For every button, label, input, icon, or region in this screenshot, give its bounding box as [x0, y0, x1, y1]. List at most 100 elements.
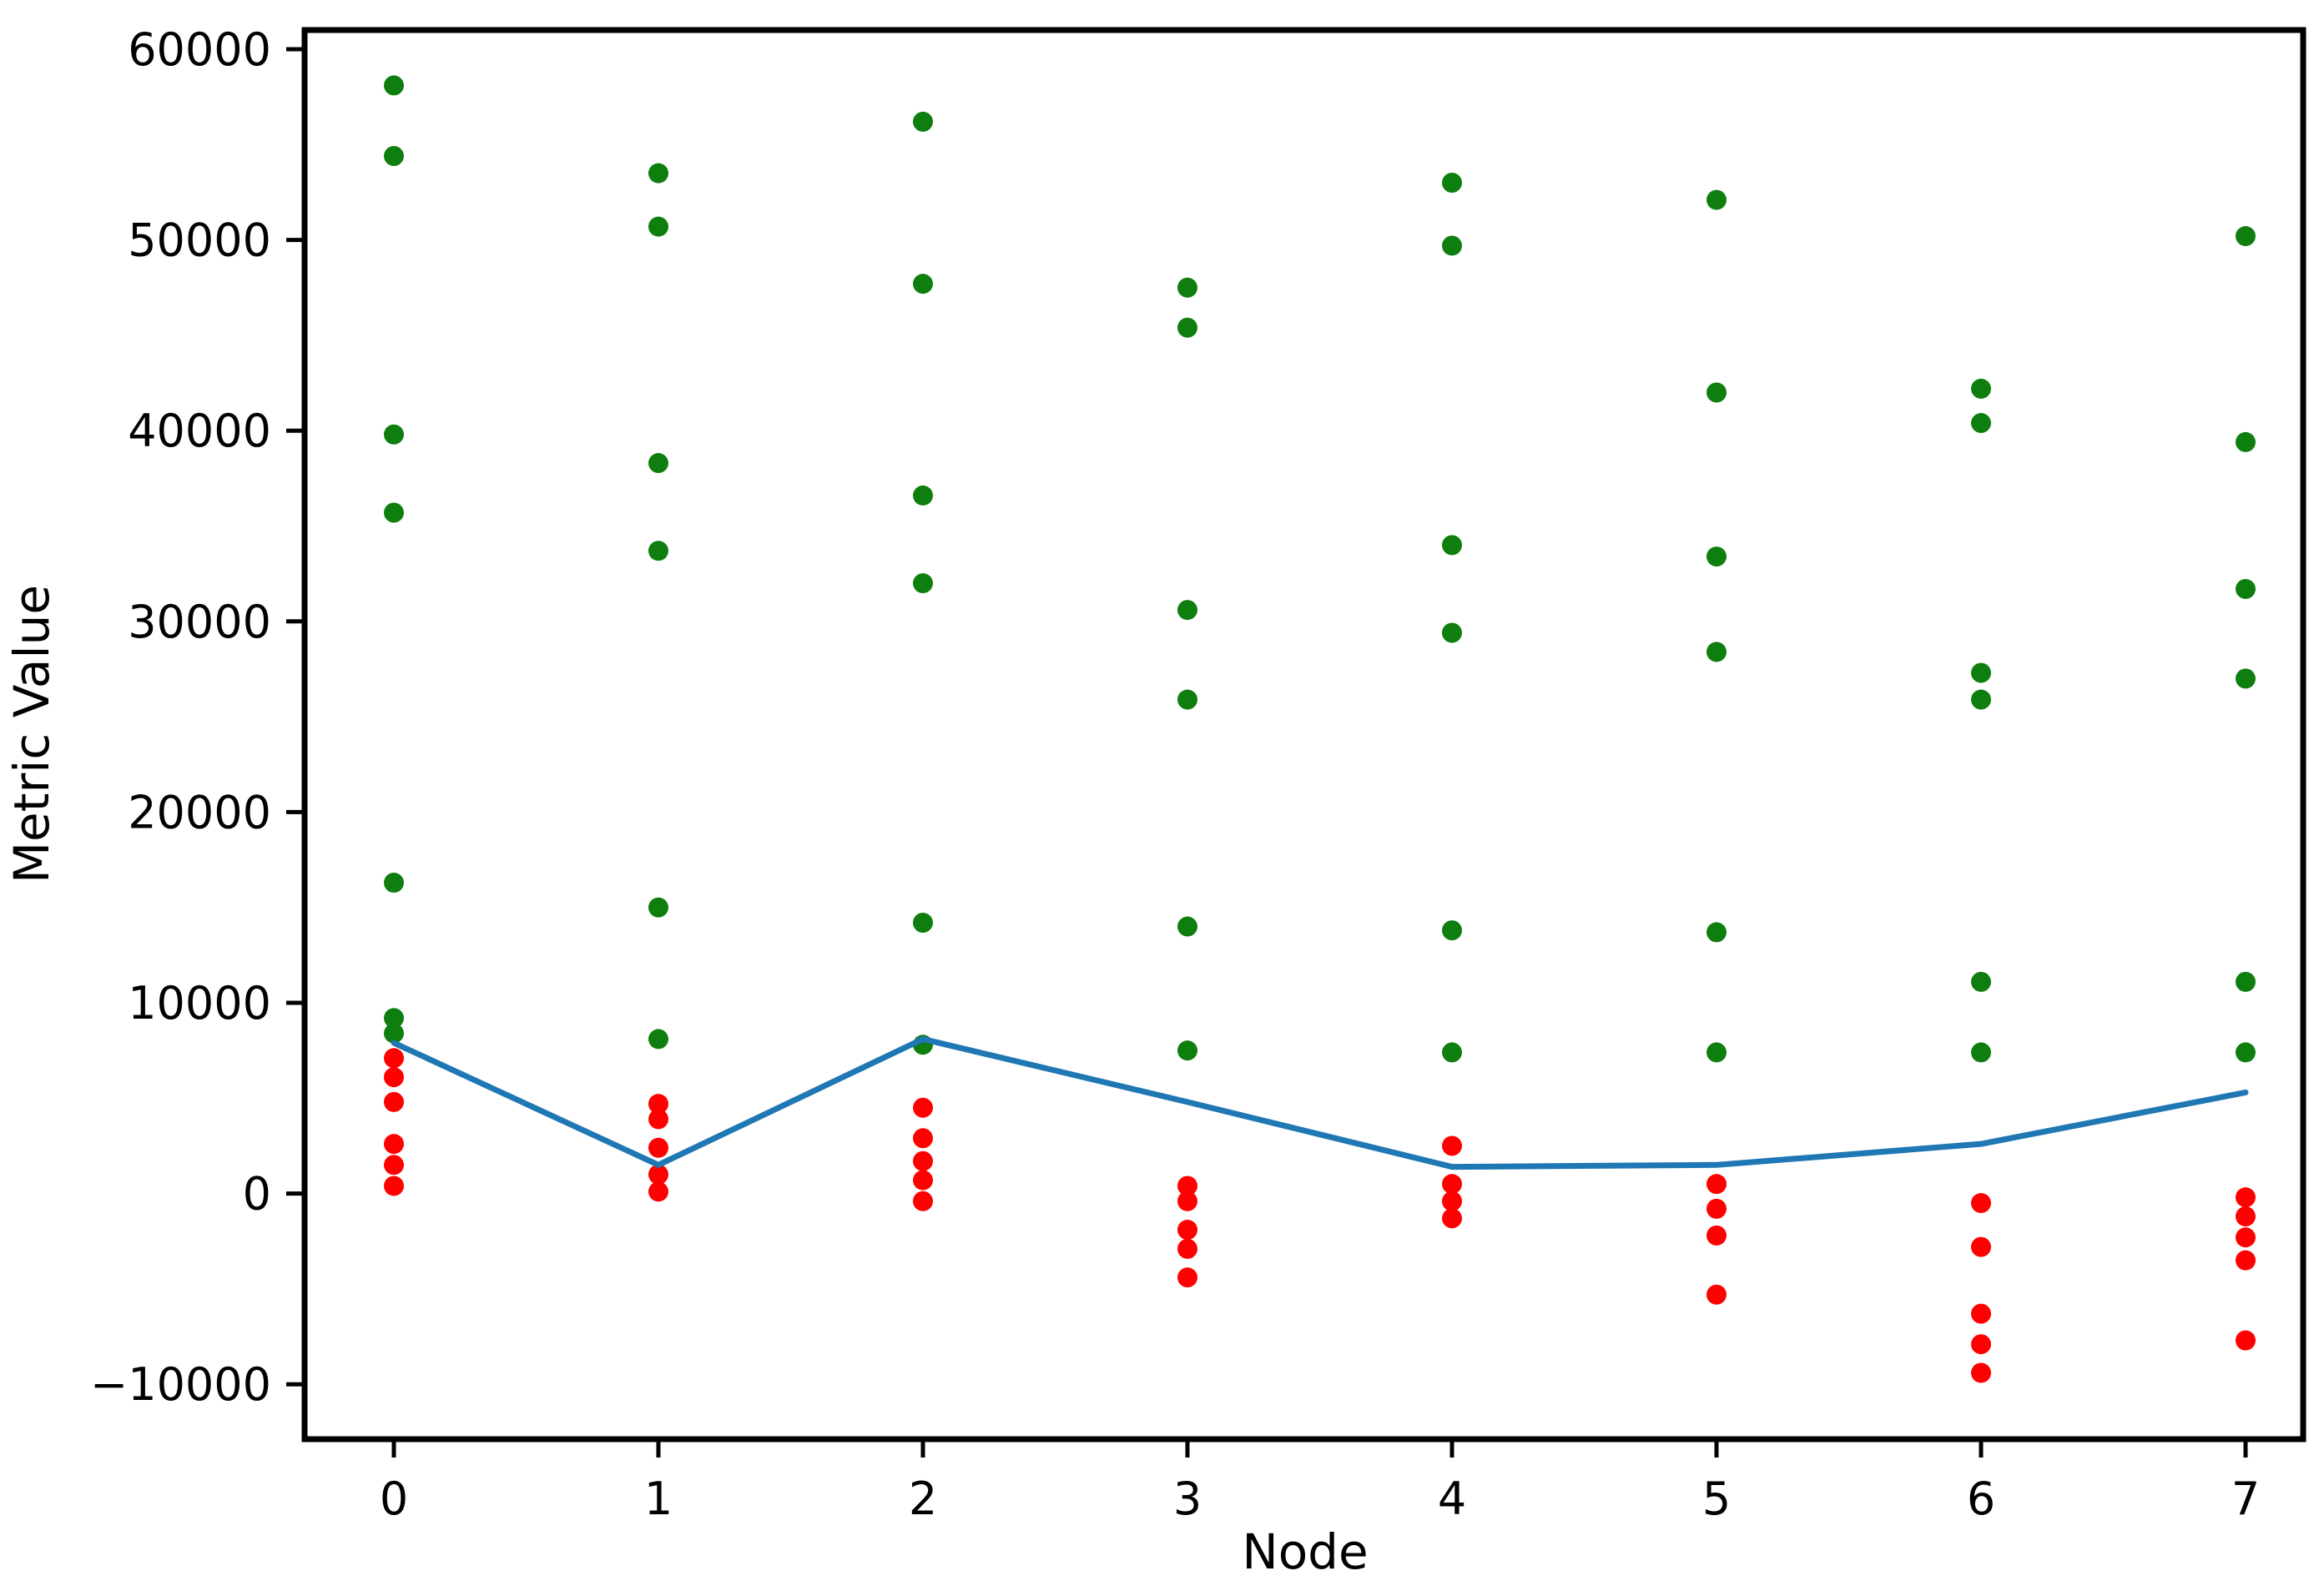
green-data-point [2236, 226, 2256, 247]
red-data-point [913, 1128, 933, 1149]
green-data-point [384, 1008, 404, 1029]
green-data-point [1442, 235, 1462, 256]
red-data-point [1971, 1362, 1991, 1383]
green-data-point [2236, 431, 2256, 452]
y-tick-label: −10000 [90, 1358, 271, 1411]
red-data-point [913, 1170, 933, 1191]
red-data-point [913, 1150, 933, 1171]
red-data-point [648, 1181, 668, 1202]
red-data-point [1706, 1225, 1727, 1246]
green-data-point [648, 541, 668, 561]
y-tick-label: 60000 [128, 23, 271, 76]
green-data-point [1971, 971, 1991, 992]
red-data-point [648, 1137, 668, 1158]
red-data-point [1971, 1334, 1991, 1355]
green-data-point [648, 216, 668, 237]
x-tick-label: 4 [1438, 1473, 1466, 1525]
green-data-point [1706, 546, 1727, 567]
green-data-point [1971, 413, 1991, 434]
green-data-point [384, 75, 404, 96]
red-data-point [1971, 1193, 1991, 1214]
green-data-point [1706, 922, 1727, 943]
red-data-point [1706, 1174, 1727, 1195]
green-data-point [2236, 578, 2256, 599]
green-data-point [1177, 689, 1197, 710]
red-data-point [1177, 1220, 1197, 1241]
red-data-point [2236, 1330, 2256, 1351]
green-data-point [1971, 689, 1991, 710]
green-data-point [1442, 1042, 1462, 1063]
red-data-point [384, 1048, 404, 1069]
red-data-point [1971, 1236, 1991, 1257]
green-data-point [1442, 535, 1462, 556]
green-data-point [648, 453, 668, 474]
green-data-point [913, 274, 933, 295]
green-data-point [913, 573, 933, 594]
green-data-point [1177, 317, 1197, 338]
green-data-point [1706, 642, 1727, 662]
green-data-point [1177, 277, 1197, 298]
red-data-point [384, 1155, 404, 1176]
green-data-point [1706, 189, 1727, 210]
green-data-point [1177, 1040, 1197, 1061]
green-data-point [2236, 971, 2256, 992]
red-data-point [1442, 1174, 1462, 1195]
red-data-point [384, 1176, 404, 1196]
red-data-point [1177, 1238, 1197, 1259]
red-data-point [913, 1097, 933, 1118]
y-tick-label: 30000 [128, 596, 271, 648]
green-data-point [384, 1023, 404, 1044]
green-data-point [1971, 1042, 1991, 1063]
x-tick-label: 2 [909, 1473, 937, 1525]
green-data-point [1442, 173, 1462, 194]
green-data-point [1177, 600, 1197, 621]
y-tick-label: 10000 [128, 977, 271, 1030]
green-data-point [1706, 1042, 1727, 1063]
y-tick-label: 40000 [128, 405, 271, 457]
x-tick-label: 3 [1173, 1473, 1202, 1525]
red-data-point [648, 1109, 668, 1130]
red-data-point [1442, 1208, 1462, 1229]
red-data-point [384, 1091, 404, 1112]
red-data-point [1442, 1191, 1462, 1211]
green-data-point [913, 912, 933, 933]
red-data-point [1177, 1191, 1197, 1211]
red-data-point [384, 1067, 404, 1088]
green-data-point [384, 424, 404, 445]
green-data-point [1442, 622, 1462, 643]
red-data-point [2236, 1250, 2256, 1271]
x-tick-label: 1 [644, 1473, 673, 1525]
plot-area: 0 1 2 3 4 5 6 7 −10000 0 10000 20000 30000 40000 50000… [90, 23, 2306, 1525]
y-tick-label: 20000 [128, 786, 271, 838]
red-data-point [1442, 1135, 1462, 1156]
red-data-point [1706, 1284, 1727, 1305]
trend-line [391, 1035, 2249, 1171]
green-data-point [384, 502, 404, 523]
green-data-point [384, 146, 404, 167]
green-data-point [384, 872, 404, 893]
green-data-point [648, 897, 668, 918]
y-tick-label: 50000 [128, 214, 271, 267]
green-data-point [2236, 1042, 2256, 1063]
green-data-point [913, 485, 933, 506]
red-data-point [2236, 1206, 2256, 1227]
red-data-point [384, 1134, 404, 1155]
red-data-point [1177, 1176, 1197, 1196]
green-data-point [1706, 382, 1727, 403]
red-data-point [913, 1191, 933, 1211]
red-data-point [1971, 1303, 1991, 1324]
x-tick-label: 7 [2231, 1473, 2260, 1525]
green-data-point [1442, 920, 1462, 941]
y-tick-label: 0 [243, 1168, 271, 1221]
y-axis-title: Metric Value [3, 585, 60, 884]
red-data-point [1706, 1198, 1727, 1219]
green-data-point [648, 163, 668, 184]
red-data-point [2236, 1187, 2256, 1208]
green-data-point [1971, 662, 1991, 683]
green-data-point [2236, 668, 2256, 689]
x-tick-label: 5 [1702, 1473, 1731, 1525]
x-axis-title: Node [1242, 1523, 1368, 1580]
